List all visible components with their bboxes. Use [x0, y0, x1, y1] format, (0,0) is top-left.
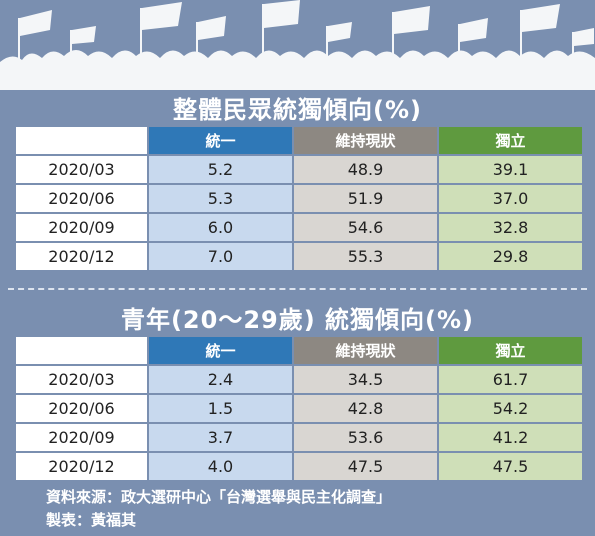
date-cell: 2020/09: [16, 214, 147, 241]
status-quo-value: 48.9: [294, 156, 437, 183]
independence-value: 47.5: [439, 453, 582, 480]
table-row: 2020/03 5.2 48.9 39.1: [16, 156, 582, 183]
status-quo-value: 54.6: [294, 214, 437, 241]
status-quo-value: 55.3: [294, 243, 437, 270]
protest-crowd-illustration: [0, 0, 595, 90]
status-quo-value: 53.6: [294, 424, 437, 451]
section-divider: [8, 288, 587, 290]
source-note: 資料來源：政大選研中心「台灣選舉與民主化調查」: [46, 488, 392, 506]
table-header-row: 統一 維持現狀 獨立: [16, 127, 582, 154]
header-corner: [16, 127, 147, 154]
author-note: 製表：黃福其: [46, 511, 137, 529]
unification-value: 3.7: [149, 424, 292, 451]
date-cell: 2020/12: [16, 243, 147, 270]
unification-value: 4.0: [149, 453, 292, 480]
table-row: 2020/09 3.7 53.6 41.2: [16, 424, 582, 451]
independence-value: 61.7: [439, 366, 582, 393]
date-cell: 2020/06: [16, 395, 147, 422]
overall-stance-table: 統一 維持現狀 獨立 2020/03 5.2 48.9 39.1 2020/06…: [14, 125, 584, 272]
table-row: 2020/06 5.3 51.9 37.0: [16, 185, 582, 212]
unification-value: 6.0: [149, 214, 292, 241]
header-corner: [16, 337, 147, 364]
youth-stance-table: 統一 維持現狀 獨立 2020/03 2.4 34.5 61.7 2020/06…: [14, 335, 584, 482]
header-independence: 獨立: [439, 337, 582, 364]
table-row: 2020/06 1.5 42.8 54.2: [16, 395, 582, 422]
header-status-quo: 維持現狀: [294, 337, 437, 364]
independence-value: 29.8: [439, 243, 582, 270]
independence-value: 39.1: [439, 156, 582, 183]
unification-value: 1.5: [149, 395, 292, 422]
independence-value: 32.8: [439, 214, 582, 241]
table-row: 2020/09 6.0 54.6 32.8: [16, 214, 582, 241]
date-cell: 2020/09: [16, 424, 147, 451]
table-row: 2020/12 4.0 47.5 47.5: [16, 453, 582, 480]
status-quo-value: 51.9: [294, 185, 437, 212]
header-unification: 統一: [149, 127, 292, 154]
date-cell: 2020/03: [16, 366, 147, 393]
independence-value: 37.0: [439, 185, 582, 212]
unification-value: 5.2: [149, 156, 292, 183]
independence-value: 41.2: [439, 424, 582, 451]
header-status-quo: 維持現狀: [294, 127, 437, 154]
header-independence: 獨立: [439, 127, 582, 154]
status-quo-value: 42.8: [294, 395, 437, 422]
status-quo-value: 47.5: [294, 453, 437, 480]
table2-title: 青年(20～29歲) 統獨傾向(%): [120, 306, 475, 334]
table1-title: 整體民眾統獨傾向(%): [173, 96, 422, 124]
table-row: 2020/03 2.4 34.5 61.7: [16, 366, 582, 393]
unification-value: 5.3: [149, 185, 292, 212]
date-cell: 2020/03: [16, 156, 147, 183]
independence-value: 54.2: [439, 395, 582, 422]
table-row: 2020/12 7.0 55.3 29.8: [16, 243, 582, 270]
status-quo-value: 34.5: [294, 366, 437, 393]
date-cell: 2020/06: [16, 185, 147, 212]
date-cell: 2020/12: [16, 453, 147, 480]
header-unification: 統一: [149, 337, 292, 364]
table-header-row: 統一 維持現狀 獨立: [16, 337, 582, 364]
unification-value: 2.4: [149, 366, 292, 393]
unification-value: 7.0: [149, 243, 292, 270]
